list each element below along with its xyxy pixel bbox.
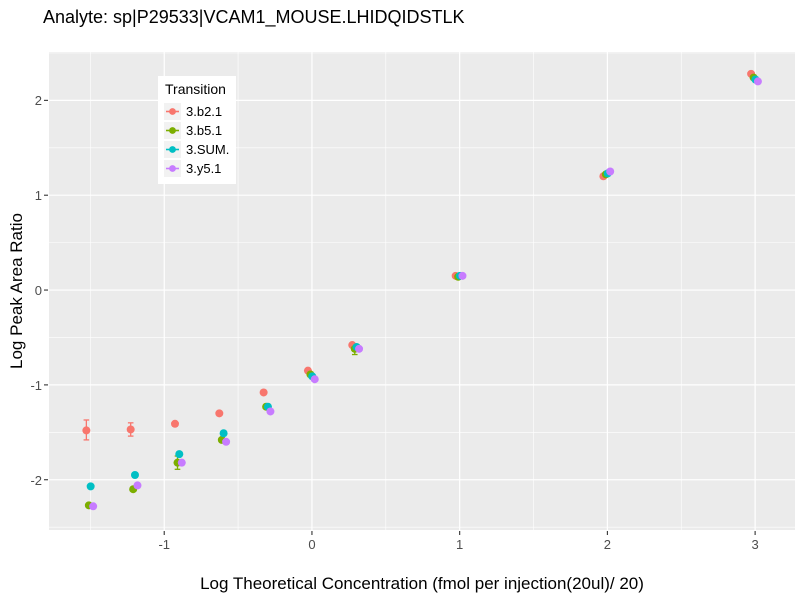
legend-item: 3.b2.1 — [164, 102, 229, 121]
data-point — [458, 271, 467, 280]
data-point — [175, 450, 184, 459]
data-point — [133, 481, 142, 490]
x-tick-label: 0 — [308, 537, 316, 552]
legend-items: 3.b2.1 3.b5.1 3.SUM. 3.y5.1 — [164, 102, 229, 178]
data-point — [753, 77, 762, 86]
data-point — [606, 167, 615, 176]
x-axis-title: Log Theoretical Concentration (fmol per … — [200, 574, 644, 593]
data-point — [89, 502, 98, 511]
data-point — [130, 470, 139, 479]
legend: Transition 3.b2.1 3.b5.1 3.SUM. 3.y5.1 — [158, 76, 237, 184]
data-point — [86, 482, 95, 491]
plot-title: Analyte: sp|P29533|VCAM1_MOUSE.LHIDQIDST… — [43, 7, 465, 27]
legend-key-pointrange-icon — [164, 103, 181, 120]
y-tick-label: 1 — [34, 188, 42, 204]
data-point — [219, 429, 228, 438]
y-tick-label: -2 — [30, 472, 42, 488]
legend-title: Transition — [165, 81, 226, 97]
data-point — [259, 388, 268, 397]
legend-item-label: 3.SUM. — [186, 142, 230, 157]
x-tick-label: -1 — [158, 537, 170, 552]
legend-item: 3.SUM. — [164, 140, 229, 159]
legend-item-label: 3.y5.1 — [186, 161, 222, 176]
data-point — [177, 458, 186, 467]
legend-key-pointrange-icon — [164, 160, 181, 177]
data-point — [310, 375, 319, 384]
y-tick-label: 2 — [34, 93, 42, 109]
legend-key-pointrange-icon — [164, 122, 181, 139]
legend-item: 3.b5.1 — [164, 121, 229, 140]
x-tick-label: 1 — [456, 537, 464, 552]
x-tick-label: 3 — [751, 537, 759, 552]
legend-item: 3.y5.1 — [164, 159, 229, 178]
data-point — [170, 419, 179, 428]
y-tick-label: -1 — [30, 377, 42, 393]
y-tick-label: 0 — [34, 283, 42, 299]
data-point — [82, 426, 91, 435]
data-point — [126, 425, 135, 434]
legend-item-label: 3.b2.1 — [186, 104, 223, 119]
data-point — [215, 409, 224, 418]
legend-item-label: 3.b5.1 — [186, 123, 223, 138]
data-point — [355, 344, 364, 353]
data-point — [222, 437, 231, 446]
legend-key-pointrange-icon — [164, 141, 181, 158]
data-point — [266, 407, 275, 416]
x-tick-label: 2 — [603, 537, 611, 552]
